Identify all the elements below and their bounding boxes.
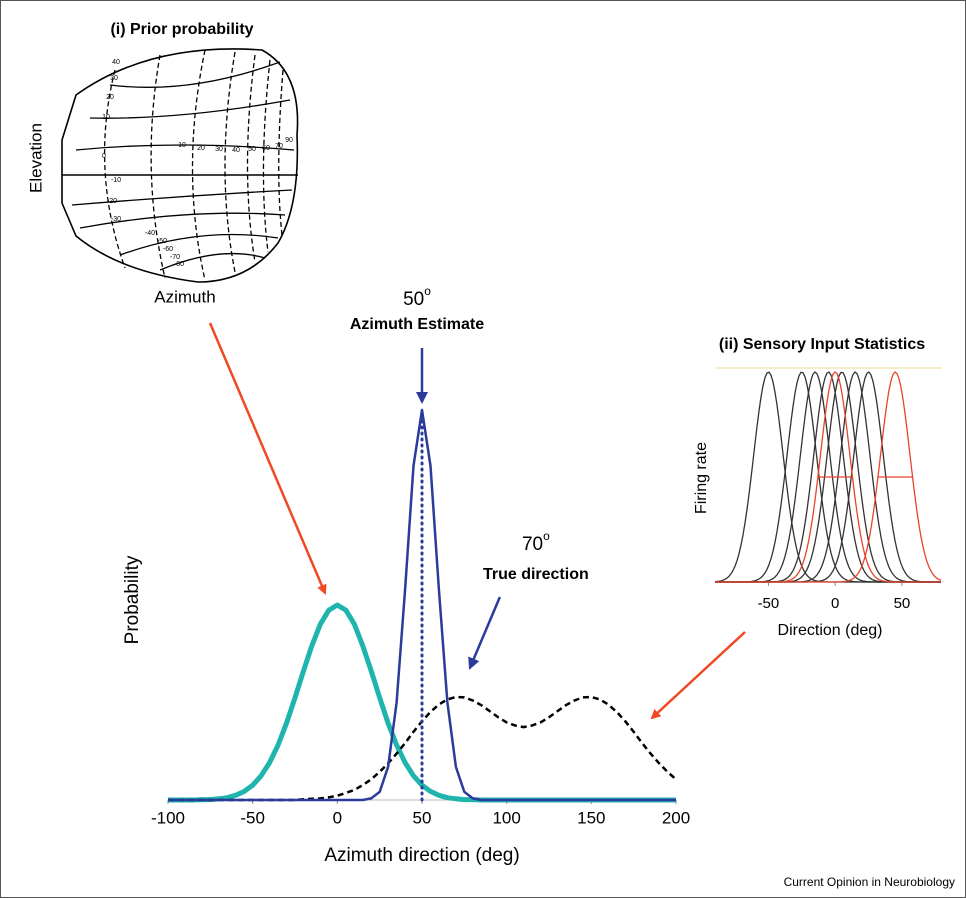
y-axis-label: Firing rate — [693, 442, 710, 514]
x-tick-label: 150 — [577, 808, 605, 827]
elevation-label: 10 — [102, 114, 110, 121]
inset-title: (ii) Sensory Input Statistics — [719, 336, 925, 353]
elevation-label: 20 — [106, 94, 114, 101]
x-tick-label: 50 — [413, 808, 432, 827]
elevation-label: -60 — [163, 246, 173, 253]
x-tick-label: 0 — [831, 595, 839, 612]
elevation-label: -80 — [174, 261, 184, 268]
azimuth-label: 60 — [262, 145, 270, 152]
y-axis-label: Probability — [122, 555, 143, 644]
degree-sign: o — [424, 284, 431, 298]
azimuth-label: 50 — [248, 146, 256, 153]
x-tick-label: -50 — [758, 595, 780, 612]
elevation-label: 30 — [110, 75, 118, 82]
elevation-label: -30 — [111, 216, 121, 223]
annotation-text: Azimuth Estimate — [350, 316, 484, 333]
angle-value: 50 — [403, 289, 424, 310]
footer: Current Opinion in Neurobiology — [784, 875, 955, 889]
map-title: (i) Prior probability — [110, 21, 253, 38]
degree-sign: o — [543, 529, 550, 543]
azimuth-label: 40 — [232, 147, 240, 154]
map-y-label: Elevation — [26, 123, 45, 193]
azimuth-label: 30 — [215, 146, 223, 153]
elevation-label: -10 — [111, 177, 121, 184]
annotation-text: True direction — [483, 566, 589, 583]
map-x-label: Azimuth — [154, 287, 215, 306]
x-tick-label: 200 — [662, 808, 690, 827]
elevation-label: -40 — [145, 230, 155, 237]
x-tick-label: 100 — [492, 808, 520, 827]
elevation-label: -70 — [170, 254, 180, 261]
figure: Current Opinion in Neurobiology -100-500… — [0, 0, 966, 898]
elevation-label: -50 — [157, 238, 167, 245]
azimuth-label: 20 — [197, 145, 205, 152]
angle-value: 70 — [522, 534, 543, 555]
azimuth-label: 70 — [275, 143, 283, 150]
x-tick-label: 50 — [894, 595, 911, 612]
x-axis-label: Azimuth direction (deg) — [324, 845, 519, 866]
x-axis-label: Direction (deg) — [778, 622, 883, 639]
x-tick-label: -50 — [240, 808, 265, 827]
azimuth-label: 10 — [178, 142, 186, 149]
elevation-label: 0 — [102, 153, 106, 160]
x-tick-label: 0 — [333, 808, 342, 827]
elevation-label: 40 — [112, 59, 120, 66]
elevation-label: -20 — [107, 198, 117, 205]
x-tick-label: -100 — [151, 808, 185, 827]
azimuth-label: 90 — [285, 137, 293, 144]
